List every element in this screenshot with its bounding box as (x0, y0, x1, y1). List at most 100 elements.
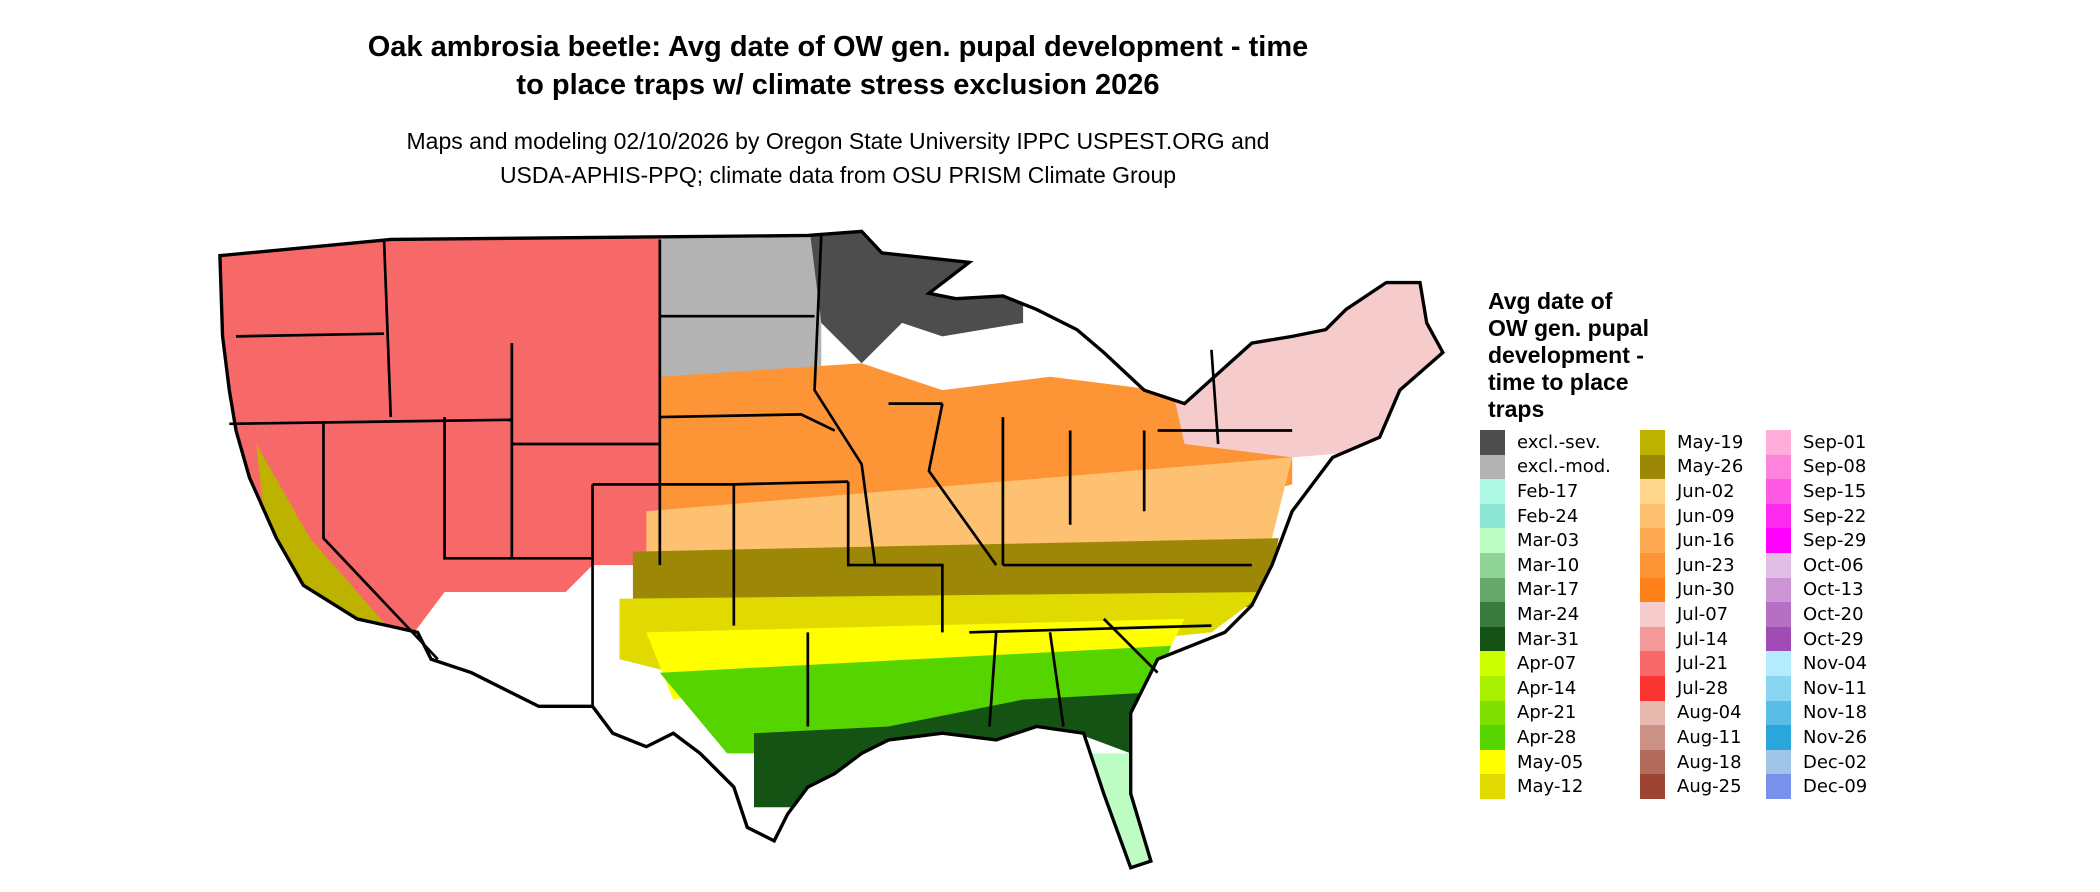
legend-swatch (1640, 479, 1665, 504)
legend-item: Mar-24 (1480, 602, 1579, 627)
map-title: Oak ambrosia beetle: Avg date of OW gen.… (0, 28, 1676, 104)
legend-column: excl.-sev. excl.-mod. Feb-17 Feb-24 Mar-03 Ma… (1480, 430, 1611, 799)
legend-swatch (1640, 749, 1665, 775)
legend-swatch (1766, 651, 1791, 676)
legend-item: Oct-06 (1766, 552, 1864, 578)
state-border (382, 239, 393, 418)
subtitle-line-1: Maps and modeling 02/10/2026 by Oregon S… (406, 128, 1270, 154)
legend-item: Apr-14 (1480, 675, 1576, 701)
legend-label: Jul-14 (1677, 628, 1729, 650)
legend-swatch (1766, 602, 1791, 627)
legend-item: Jul-28 (1640, 675, 1728, 701)
legend-swatch (1480, 700, 1505, 726)
legend-label: May-26 (1677, 456, 1744, 478)
legend-label: Sep-22 (1803, 505, 1867, 527)
legend-item: Jun-02 (1640, 479, 1735, 504)
legend-swatch (1766, 675, 1791, 701)
legend-swatch (1766, 454, 1791, 480)
state-border (813, 235, 877, 566)
state-border (659, 413, 836, 432)
legend-label: Jun-23 (1677, 554, 1735, 576)
legend-item: Sep-01 (1766, 430, 1866, 455)
state-border (1048, 632, 1065, 727)
legend-item: Aug-04 (1640, 700, 1742, 726)
legend-swatch (1766, 430, 1791, 455)
map-region-northeast (1157, 242, 1443, 458)
state-border (988, 632, 998, 727)
legend-item: excl.-sev. (1480, 430, 1601, 455)
legend-item: Aug-11 (1640, 725, 1742, 750)
state-border (236, 332, 385, 338)
legend-label: Mar-10 (1517, 554, 1580, 576)
legend-title-line: time to place (1488, 369, 1629, 395)
legend-item: May-05 (1480, 749, 1583, 775)
legend-label: Aug-25 (1677, 776, 1742, 798)
legend-item: May-12 (1480, 774, 1583, 799)
legend-label: May-19 (1677, 431, 1744, 453)
legend-item: Mar-10 (1480, 552, 1579, 578)
map-region-gulf-green (659, 645, 1172, 754)
state-border (1102, 617, 1159, 674)
legend-title: Avg date of OW gen. pupal development - … (1488, 288, 1688, 423)
legend-swatch (1766, 552, 1791, 578)
legend-item: Mar-31 (1480, 626, 1579, 652)
legend-item: Jul-21 (1640, 651, 1728, 676)
legend-swatch (1480, 675, 1505, 701)
legend-title-line: OW gen. pupal (1488, 315, 1649, 341)
legend-item: Sep-29 (1766, 528, 1866, 553)
legend-item: Sep-22 (1766, 503, 1866, 529)
legend-label: excl.-mod. (1517, 456, 1611, 478)
state-border (875, 563, 944, 633)
legend-swatch (1640, 675, 1665, 701)
legend-item: Aug-18 (1640, 749, 1742, 775)
map-region-northwest (219, 231, 674, 646)
legend-item: Apr-28 (1480, 725, 1576, 750)
map-subtitle: Maps and modeling 02/10/2026 by Oregon S… (0, 124, 1676, 192)
legend-label: Aug-04 (1677, 702, 1742, 724)
legend-label: Mar-03 (1517, 530, 1580, 552)
legend-label: Apr-14 (1517, 677, 1577, 699)
title-line-2: to place traps w/ climate stress exclusi… (516, 69, 1160, 101)
legend-item: Oct-20 (1766, 602, 1864, 627)
state-border (322, 423, 439, 661)
map-region-florida (1076, 753, 1172, 868)
legend-label: excl.-sev. (1517, 431, 1601, 453)
legend-label: Jul-21 (1677, 653, 1729, 675)
legend-label: Oct-13 (1803, 579, 1864, 601)
legend-label: Aug-18 (1677, 751, 1742, 773)
legend-label: Oct-29 (1803, 628, 1864, 650)
legend-swatch (1480, 774, 1505, 799)
legend-label: Nov-11 (1803, 677, 1868, 699)
legend-title-line: traps (1488, 396, 1545, 422)
legend-column: Sep-01 Sep-08 Sep-15 Sep-22 Sep-29 Oct-06 Oct-… (1766, 430, 1867, 799)
legend-label: Nov-18 (1803, 702, 1868, 724)
legend-label: Jun-02 (1677, 480, 1735, 502)
legend-item: Nov-04 (1766, 651, 1867, 676)
state-border (969, 624, 1212, 634)
legend-swatch (1480, 749, 1505, 775)
legend-swatch (1766, 479, 1791, 504)
legend-item: Sep-15 (1766, 479, 1866, 504)
legend-label: Aug-11 (1677, 726, 1742, 748)
legend-item: Jun-16 (1640, 528, 1735, 553)
legend-label: Sep-08 (1803, 456, 1867, 478)
legend-swatch (1766, 577, 1791, 603)
legend-item: Apr-21 (1480, 700, 1576, 726)
legend-swatch (1480, 552, 1505, 578)
legend-label: Apr-07 (1517, 653, 1577, 675)
legend-item: Nov-11 (1766, 675, 1867, 701)
legend-swatch (1766, 700, 1791, 726)
legend-swatch (1640, 602, 1665, 627)
legend-swatch (1766, 503, 1791, 529)
legend-item: Jun-23 (1640, 552, 1735, 578)
legend-item: Nov-18 (1766, 700, 1867, 726)
legend-item: excl.-mod. (1480, 454, 1611, 480)
legend-label: Mar-24 (1517, 603, 1580, 625)
legend-label: Nov-26 (1803, 726, 1868, 748)
legend-label: Jul-07 (1677, 603, 1729, 625)
legend-swatch (1640, 725, 1665, 750)
legend-label: Mar-31 (1517, 628, 1580, 650)
legend-swatch (1766, 626, 1791, 652)
legend-swatch (1766, 725, 1791, 750)
